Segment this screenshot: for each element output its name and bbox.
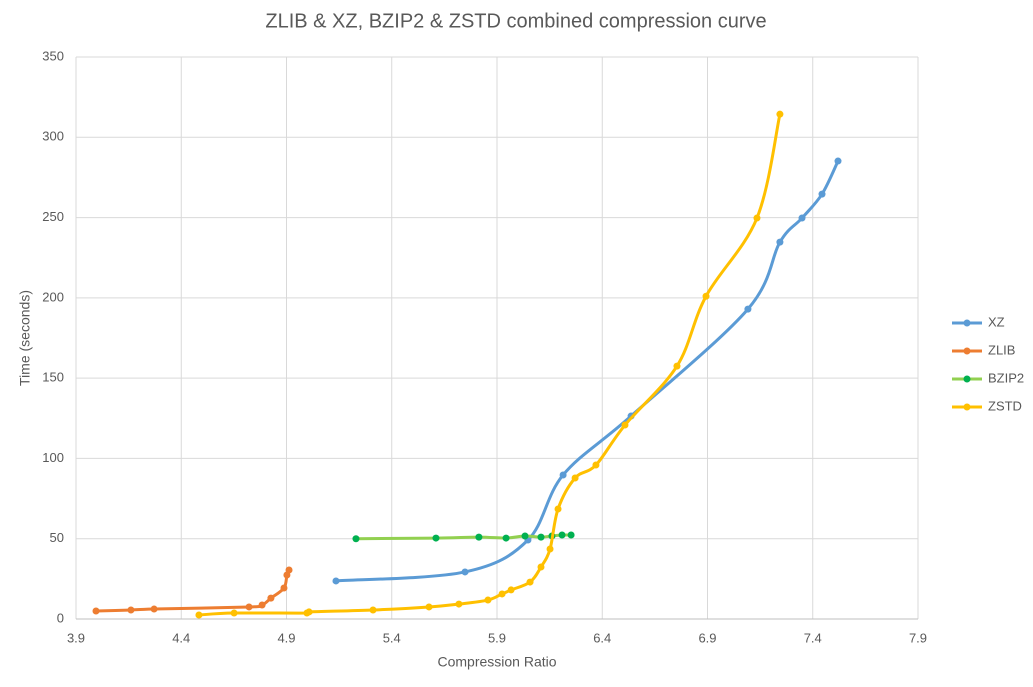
x-tick-label: 7.4 [804, 630, 822, 645]
data-point [267, 594, 275, 602]
data-point [526, 578, 534, 586]
data-point [502, 534, 510, 542]
data-point [554, 505, 562, 513]
y-tick-label: 0 [57, 610, 64, 625]
data-point [280, 584, 288, 592]
data-point [332, 577, 340, 585]
data-point [753, 214, 761, 222]
y-tick-label: 250 [42, 209, 64, 224]
data-point [744, 305, 752, 313]
legend-marker [963, 375, 971, 383]
legend-marker [963, 403, 971, 411]
data-point [621, 421, 629, 429]
data-point [92, 607, 100, 615]
y-tick-label: 100 [42, 450, 64, 465]
legend-label: BZIP2 [988, 370, 1024, 385]
data-point [673, 362, 681, 370]
x-tick-label: 4.9 [277, 630, 295, 645]
data-point [834, 157, 842, 165]
data-point [776, 110, 784, 118]
y-axis-title: Time (seconds) [17, 290, 33, 386]
data-point [150, 605, 158, 613]
data-point [537, 533, 545, 541]
x-tick-label: 3.9 [67, 630, 85, 645]
data-point [127, 606, 135, 614]
data-point [818, 190, 826, 198]
data-point [558, 531, 566, 539]
y-tick-label: 50 [50, 530, 64, 545]
data-point [798, 214, 806, 222]
data-point [537, 563, 545, 571]
data-point [195, 611, 203, 619]
y-tick-label: 150 [42, 370, 64, 385]
data-point [702, 292, 710, 300]
legend-label: XZ [988, 314, 1005, 329]
data-point [559, 471, 567, 479]
data-point [352, 535, 360, 543]
x-tick-label: 7.9 [909, 630, 927, 645]
data-point [567, 531, 575, 539]
data-point [230, 609, 238, 617]
x-tick-label: 5.9 [488, 630, 506, 645]
data-point [258, 601, 266, 609]
data-point [245, 603, 253, 611]
data-point [484, 596, 492, 604]
data-point [592, 461, 600, 469]
legend-marker [963, 319, 971, 327]
data-point [369, 606, 377, 614]
legend-label: ZLIB [988, 342, 1015, 357]
x-tick-label: 4.4 [172, 630, 190, 645]
data-point [432, 534, 440, 542]
data-point [285, 566, 293, 574]
data-point [776, 238, 784, 246]
legend-marker [963, 347, 971, 355]
x-tick-label: 6.4 [593, 630, 611, 645]
y-tick-label: 300 [42, 129, 64, 144]
data-point [571, 474, 579, 482]
y-tick-label: 200 [42, 289, 64, 304]
data-point [507, 586, 515, 594]
data-point [521, 532, 529, 540]
series-line [335, 160, 840, 583]
data-point [305, 608, 313, 616]
data-point [498, 590, 506, 598]
data-point [475, 533, 483, 541]
x-axis-title: Compression Ratio [437, 654, 556, 670]
chart-title: ZLIB & XZ, BZIP2 & ZSTD combined compres… [265, 10, 766, 32]
y-tick-label: 350 [42, 48, 64, 63]
x-tick-label: 5.4 [383, 630, 401, 645]
data-point [546, 545, 554, 553]
data-point [455, 600, 463, 608]
data-point [461, 568, 469, 576]
x-tick-label: 6.9 [698, 630, 716, 645]
data-point [425, 603, 433, 611]
legend-label: ZSTD [988, 398, 1022, 413]
